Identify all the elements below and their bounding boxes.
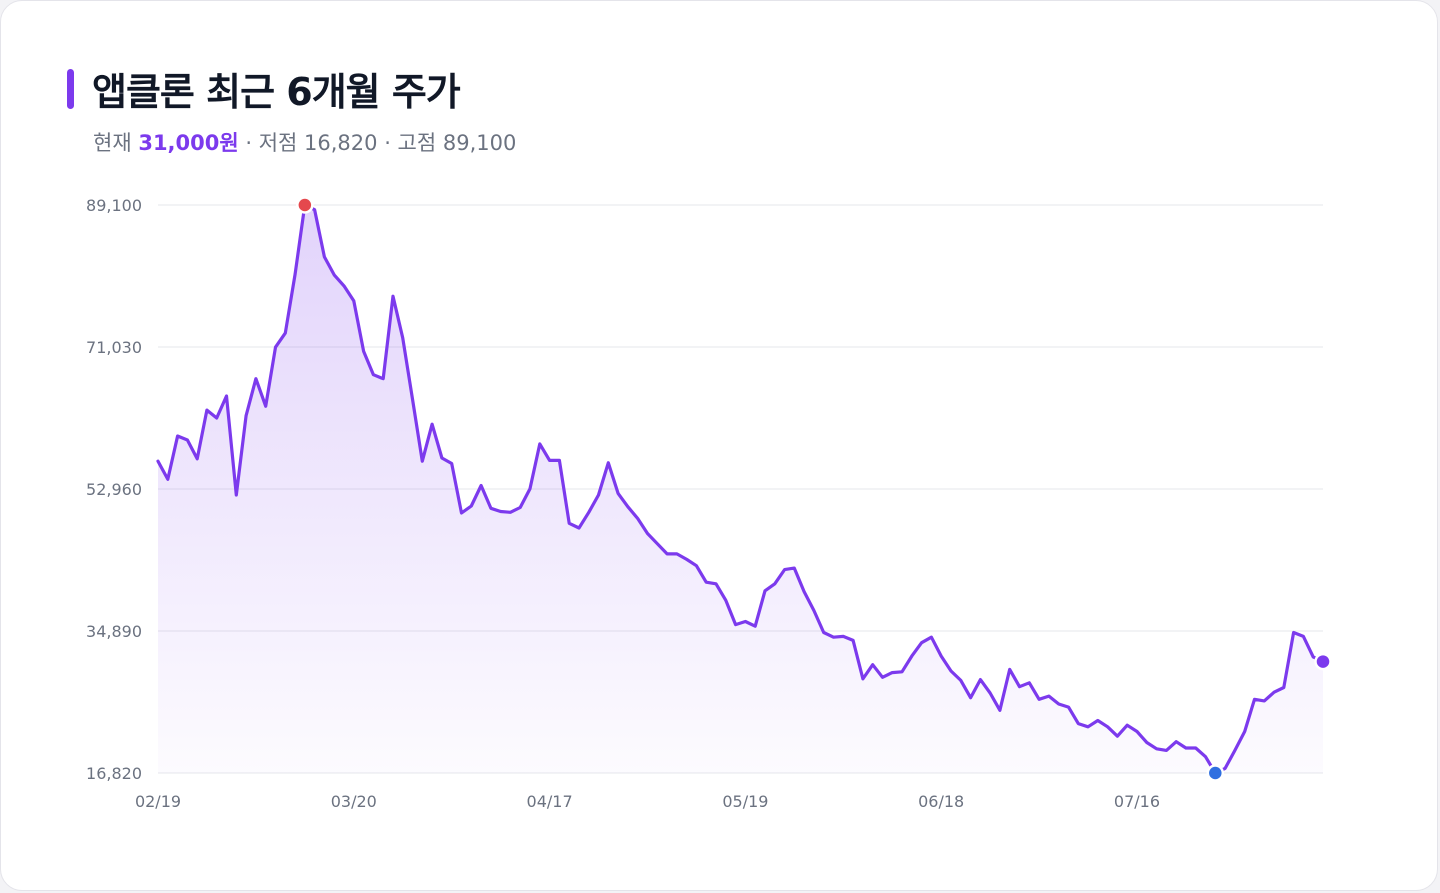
x-axis-ticks: 02/19 03/20 04/17 05/19 06/18 07/16 — [135, 792, 1160, 811]
price-line — [156, 203, 1325, 775]
separator-2: · — [377, 131, 398, 155]
current-label: 현재 — [93, 131, 132, 155]
y-tick-label: 52,960 — [86, 480, 142, 499]
area-layer — [158, 205, 1323, 773]
x-tick-label: 07/16 — [1114, 792, 1160, 811]
x-tick-label: 05/19 — [722, 792, 768, 811]
high-point-marker — [296, 196, 314, 214]
y-tick-label: 34,890 — [86, 622, 142, 641]
line-layer — [156, 203, 1325, 775]
page-title: 앱클론 최근 6개월 주가 — [92, 70, 461, 114]
low-point-marker — [1206, 764, 1225, 782]
high-price-text: 고점 89,100 — [397, 131, 517, 155]
x-tick-label: 02/19 — [135, 792, 181, 811]
current-point-marker — [1314, 652, 1332, 671]
title-accent-bar — [67, 68, 74, 109]
x-tick-label: 04/17 — [527, 792, 573, 811]
y-tick-label: 89,100 — [86, 196, 142, 215]
x-tick-label: 06/18 — [918, 792, 964, 811]
x-tick-label: 03/20 — [331, 792, 377, 811]
current-price: 31,000원 — [138, 131, 239, 155]
y-tick-label: 71,030 — [86, 338, 142, 357]
separator-1: · — [238, 131, 259, 155]
marker-layer — [296, 196, 1332, 782]
title-row: 앱클론 최근 6개월 주가 — [67, 61, 461, 116]
price-summary: 현재 31,000원 · 저점 16,820 · 고점 89,100 — [93, 127, 516, 157]
price-area — [158, 205, 1323, 773]
y-axis-ticks: 16,820 34,890 52,960 71,030 89,100 — [86, 196, 142, 783]
y-tick-label: 16,820 — [86, 764, 142, 783]
low-price-text: 저점 16,820 — [258, 131, 378, 155]
